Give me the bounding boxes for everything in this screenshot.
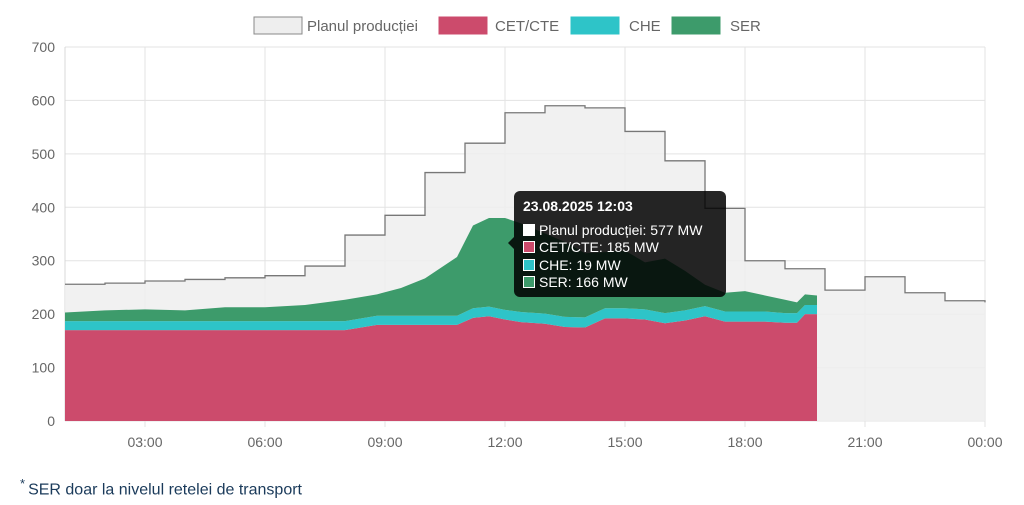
legend-swatch bbox=[253, 16, 303, 35]
tooltip-row-ser: SER: 166 MW bbox=[523, 274, 717, 292]
tooltip-swatch-plan bbox=[523, 223, 535, 236]
footnote: * SER doar la nivelul retelei de transpor… bbox=[20, 476, 302, 499]
x-tick-label: 15:00 bbox=[607, 434, 642, 450]
legend-swatch bbox=[438, 16, 488, 35]
tooltip-label-cet: CET/CTE: 185 MW bbox=[539, 239, 659, 256]
tooltip-swatch-che bbox=[523, 258, 535, 271]
tooltip-label-ser: SER: 166 MW bbox=[539, 274, 628, 291]
x-tick-label: 12:00 bbox=[487, 434, 522, 450]
y-tick-label: 500 bbox=[32, 146, 56, 162]
axes: 0 100 200 300 400 500 600 700 03:00 06:00 09:00 12:… bbox=[32, 39, 1003, 450]
series-line-plan bbox=[65, 105, 986, 303]
legend-swatch bbox=[570, 16, 620, 35]
y-tick-label: 600 bbox=[32, 92, 56, 108]
y-tick-label: 700 bbox=[32, 39, 56, 55]
legend-item[interactable]: SER bbox=[671, 16, 761, 35]
legend-label: CET/CTE bbox=[495, 18, 559, 35]
tooltip-swatch-ser bbox=[523, 276, 535, 289]
tooltip-row-plan: Planul producției: 577 MW bbox=[523, 221, 717, 239]
x-tick-label: 18:00 bbox=[727, 434, 762, 450]
y-tick-label: 400 bbox=[32, 199, 56, 215]
tooltip-swatch-cet bbox=[523, 241, 535, 254]
legend-item[interactable]: CHE bbox=[570, 16, 661, 35]
series-area-che bbox=[65, 305, 817, 331]
tooltip-caret bbox=[508, 237, 514, 249]
tooltip-label-che: CHE: 19 MW bbox=[539, 256, 621, 273]
x-tick-label: 03:00 bbox=[127, 434, 162, 450]
footnote-text: SER doar la nivelul retelei de transport bbox=[28, 481, 302, 499]
tooltip-title: 23.08.2025 12:03 bbox=[523, 198, 633, 214]
y-tick-label: 0 bbox=[47, 413, 55, 429]
tooltip-label-plan: Planul producției: 577 MW bbox=[539, 221, 703, 238]
legend-item[interactable]: Planul producției bbox=[253, 16, 418, 35]
legend-label: Planul producției bbox=[307, 18, 418, 35]
legend-label: CHE bbox=[629, 18, 661, 35]
x-tick-label: 09:00 bbox=[367, 434, 402, 450]
footnote-mark: * bbox=[20, 476, 26, 491]
legend-item[interactable]: CET/CTE bbox=[438, 16, 559, 35]
x-tick-label: 00:00 bbox=[967, 434, 1002, 450]
chart-tooltip: 23.08.2025 12:03 Planul producției: 577 … bbox=[508, 191, 726, 297]
tooltip-row-che: CHE: 19 MW bbox=[523, 256, 717, 274]
legend-swatch bbox=[671, 16, 721, 35]
legend[interactable]: Planul producției CET/CTE CHE SER bbox=[253, 16, 761, 35]
tooltip-row-cet: CET/CTE: 185 MW bbox=[523, 239, 717, 257]
y-tick-label: 200 bbox=[32, 306, 56, 322]
y-tick-label: 300 bbox=[32, 253, 56, 269]
x-tick-label: 21:00 bbox=[847, 434, 882, 450]
y-tick-label: 100 bbox=[32, 360, 56, 376]
x-tick-label: 06:00 bbox=[247, 434, 282, 450]
legend-label: SER bbox=[730, 18, 761, 35]
series-area-cet-cte bbox=[65, 314, 817, 421]
